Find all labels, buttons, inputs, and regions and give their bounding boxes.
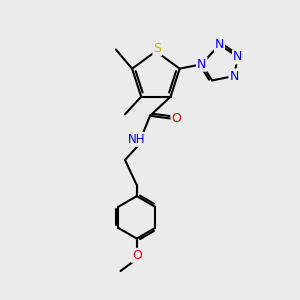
Text: N: N — [233, 50, 242, 63]
Text: NH: NH — [128, 133, 146, 146]
Text: N: N — [230, 70, 239, 83]
Text: O: O — [132, 249, 142, 262]
Text: N: N — [215, 38, 224, 51]
Text: S: S — [153, 42, 161, 55]
Text: O: O — [172, 112, 182, 125]
Text: N: N — [197, 58, 206, 71]
